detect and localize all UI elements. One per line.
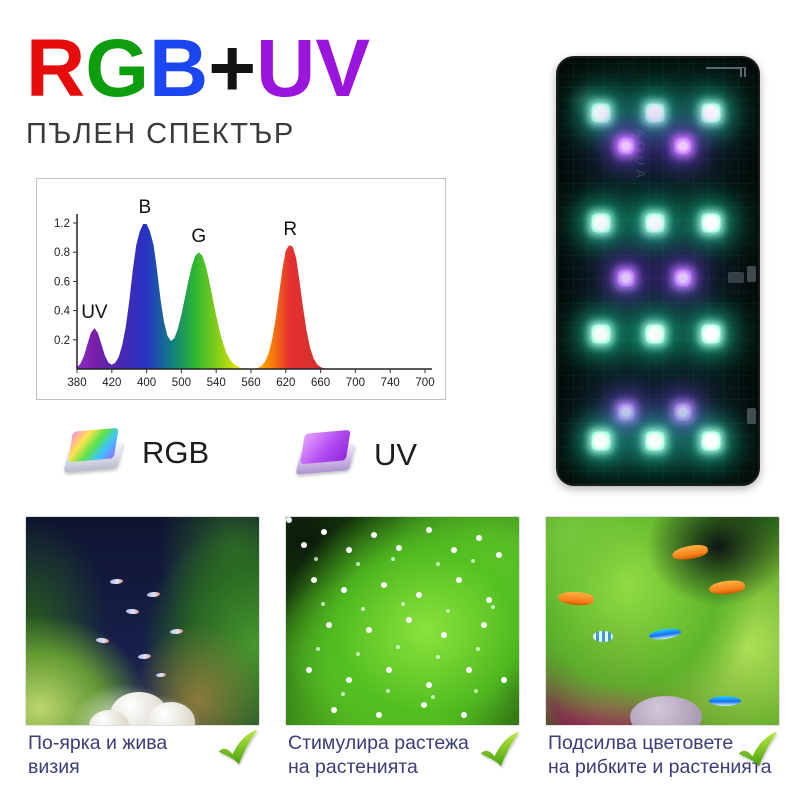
board-marking (706, 67, 746, 77)
caption-line: По-ярка и жива (28, 732, 168, 754)
stone-shape (147, 702, 196, 725)
purple-led (674, 403, 692, 421)
svg-text:0.6: 0.6 (54, 276, 70, 288)
stone-shape (629, 695, 702, 725)
svg-text:420: 420 (102, 377, 121, 389)
checkmark-icon (480, 731, 520, 767)
fish-shape (126, 608, 140, 614)
fish-shape (109, 578, 124, 585)
svg-text:380: 380 (67, 377, 86, 389)
led-board: AQUA (556, 56, 760, 486)
bubbles-layer (286, 517, 290, 521)
svg-text:UV: UV (81, 302, 108, 323)
teal-led (645, 213, 665, 233)
teal-led (645, 324, 665, 344)
svg-text:0.4: 0.4 (54, 306, 71, 318)
teal-led (591, 103, 611, 123)
uv-led-chip-icon (294, 427, 358, 482)
svg-text:740: 740 (381, 377, 400, 389)
caption-line: на растенията (288, 756, 418, 779)
caption-line: Стимулира растежа (288, 732, 469, 754)
svg-text:400: 400 (137, 377, 156, 389)
fish-shape (137, 653, 152, 660)
legend-rgb-label: RGB (142, 435, 210, 470)
legend-uv: UV (294, 427, 418, 482)
purple-led (674, 269, 692, 287)
svg-text:0.2: 0.2 (54, 335, 70, 347)
svg-text:B: B (139, 197, 152, 218)
feature-caption-colors: Подсилва цветовете на рибките и растения… (548, 731, 773, 779)
teal-led (591, 213, 611, 233)
title-letter-r: R (26, 23, 86, 114)
title-letters-uv: UV (256, 23, 371, 114)
fish-shape (146, 591, 161, 598)
board-component (728, 272, 744, 283)
fish-shape (708, 579, 746, 597)
fish-shape (647, 627, 682, 642)
fish-shape (170, 628, 184, 635)
legend-rgb: RGB (62, 425, 210, 480)
caption-line: Подсилва цветовете (548, 732, 734, 754)
teal-led (645, 431, 665, 451)
feature-caption-growth: Стимулира растежа на растенията (288, 731, 498, 779)
svg-text:R: R (283, 219, 297, 240)
photo-aquarium-vivid (25, 516, 260, 726)
teal-led (701, 431, 721, 451)
chip-top-face (67, 427, 119, 463)
spectrum-chart-panel: 380 420 400 500 540 560 620 660 700 740 700 0.2 0.4 0… (36, 178, 446, 400)
board-connector (747, 266, 756, 282)
svg-text:660: 660 (311, 377, 330, 389)
caption-line: визия (28, 756, 80, 779)
title-block: RGB+UV ПЪЛЕН СПЕКТЪР (26, 28, 370, 151)
svg-text:560: 560 (241, 377, 260, 389)
title-letter-g: G (85, 23, 150, 114)
fish-shape (95, 636, 110, 644)
feature-caption-vivid: По-ярка и жива визия (28, 731, 223, 779)
teal-led (701, 324, 721, 344)
page-title: RGB+UV (26, 28, 370, 110)
photo-aquarium-colors (545, 516, 780, 726)
checkmark-icon (218, 729, 258, 765)
caption-line: на рибките и растенията (548, 756, 772, 779)
checkmark-icon (738, 731, 778, 767)
board-logo-text: AQUA (632, 129, 648, 182)
spectrum-chart: 380 420 400 500 540 560 620 660 700 740 700 0.2 0.4 0… (37, 179, 445, 399)
teal-led (701, 213, 721, 233)
svg-text:700: 700 (415, 377, 434, 389)
purple-led (617, 269, 635, 287)
fish-shape (156, 672, 167, 678)
title-plus-sign: + (208, 23, 257, 114)
teal-led (591, 324, 611, 344)
svg-text:1.2: 1.2 (54, 218, 70, 230)
fish-shape (709, 695, 742, 706)
title-letter-b: B (149, 23, 209, 114)
purple-led (617, 403, 635, 421)
teal-led (701, 103, 721, 123)
legend-uv-label: UV (374, 437, 418, 472)
purple-led (617, 137, 635, 155)
page-subtitle: ПЪЛЕН СПЕКТЪР (26, 118, 295, 150)
svg-text:700: 700 (346, 377, 365, 389)
stone-shape (88, 710, 129, 725)
board-connector (747, 408, 756, 424)
teal-led (591, 431, 611, 451)
svg-text:0.8: 0.8 (54, 247, 70, 259)
fish-shape (670, 543, 709, 563)
chip-top-face (299, 429, 351, 465)
svg-text:G: G (191, 226, 206, 247)
svg-text:540: 540 (207, 377, 226, 389)
teal-led (645, 103, 665, 123)
fish-shape (557, 590, 595, 607)
rgb-led-chip-icon (62, 425, 126, 480)
photo-plant-growth (285, 516, 520, 726)
fish-shape (592, 631, 613, 643)
svg-text:500: 500 (172, 377, 191, 389)
purple-led (674, 137, 692, 155)
svg-text:620: 620 (276, 377, 295, 389)
